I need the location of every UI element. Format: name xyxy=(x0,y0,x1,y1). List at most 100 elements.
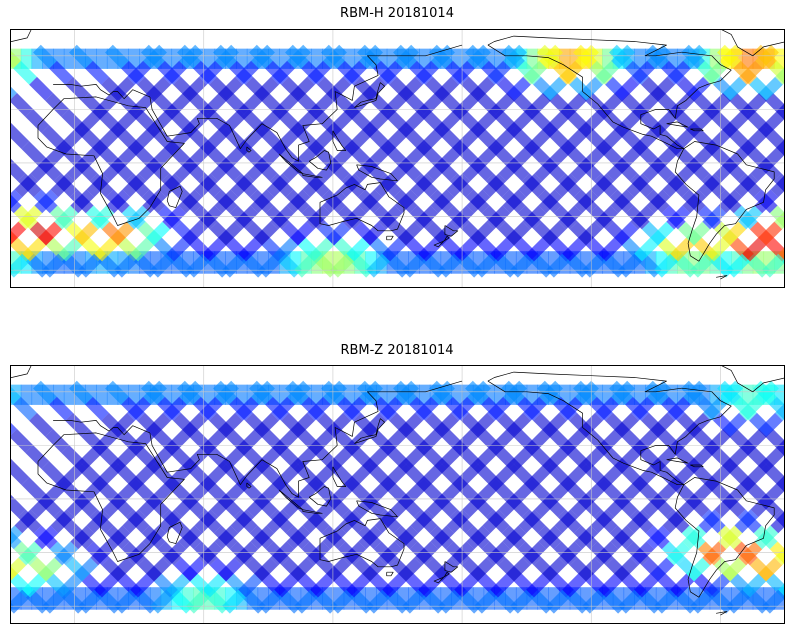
swath-track xyxy=(94,428,119,453)
swath-track xyxy=(506,412,531,437)
swath-track xyxy=(10,221,27,246)
swath-track xyxy=(694,477,719,502)
swath-track xyxy=(758,412,783,437)
swath-cell xyxy=(494,384,506,405)
swath-track xyxy=(418,92,443,117)
data-layer xyxy=(10,380,785,614)
swath-track xyxy=(379,60,403,85)
swath-track xyxy=(10,253,30,278)
swath-track xyxy=(134,125,159,149)
coastline xyxy=(433,235,450,248)
coastline xyxy=(356,500,398,518)
swath-track xyxy=(194,509,219,534)
swath-track xyxy=(402,109,427,133)
swath-cell xyxy=(354,48,366,69)
swath-cell xyxy=(709,48,722,69)
swath-track xyxy=(114,253,138,278)
swath-track xyxy=(10,529,22,550)
swath-track xyxy=(394,525,419,550)
map-frame xyxy=(10,365,785,624)
swath-track xyxy=(523,396,547,421)
swath-track xyxy=(686,221,711,246)
swath-track xyxy=(602,253,626,278)
swath-track xyxy=(534,157,559,182)
swath-cell xyxy=(569,48,582,69)
swath-track xyxy=(682,525,707,550)
swath-track xyxy=(522,205,547,230)
coastline xyxy=(53,420,151,436)
swath-track xyxy=(726,589,750,614)
coastline xyxy=(278,489,304,511)
swath-track xyxy=(66,157,91,182)
swath-track xyxy=(354,493,379,518)
coastline xyxy=(319,518,405,568)
swath-track xyxy=(578,557,603,582)
swath-cell xyxy=(42,251,54,274)
swath-track xyxy=(110,412,135,437)
swath-track xyxy=(114,445,139,469)
swath-track xyxy=(302,509,327,534)
swath-track xyxy=(610,525,635,550)
swath-track xyxy=(431,44,455,69)
swath-track xyxy=(494,461,519,485)
swath-track xyxy=(598,92,623,117)
swath-track xyxy=(386,125,411,149)
swath-track xyxy=(262,477,287,502)
swath-track xyxy=(458,125,483,149)
swath-track xyxy=(454,573,479,598)
swath-track xyxy=(350,589,374,614)
coastline xyxy=(487,380,684,486)
swath-track xyxy=(130,92,155,117)
swath-track xyxy=(554,509,579,534)
swath-track xyxy=(214,525,239,550)
swath-track xyxy=(503,44,527,69)
swath-track xyxy=(366,109,391,133)
swath-track xyxy=(542,221,567,246)
swath-track xyxy=(362,221,387,246)
swath-track xyxy=(470,221,495,246)
swath-track xyxy=(550,141,575,166)
swath-track xyxy=(451,60,475,85)
swath-track xyxy=(670,428,695,453)
swath-cell xyxy=(386,384,399,405)
swath-track xyxy=(206,461,231,485)
swath-track xyxy=(734,173,759,198)
swath-cell xyxy=(42,587,54,610)
swath-track xyxy=(274,237,299,262)
swath-track xyxy=(602,589,626,614)
swath-track xyxy=(154,141,179,166)
swath-track xyxy=(126,205,151,230)
swath-cell xyxy=(203,48,216,69)
swath-track xyxy=(150,253,174,278)
swath-track xyxy=(602,125,627,149)
swath-track xyxy=(218,557,243,582)
swath-cell xyxy=(580,587,592,610)
swath-track xyxy=(274,92,299,117)
swath-track xyxy=(594,205,619,230)
swath-cell xyxy=(526,384,539,405)
swath-track xyxy=(690,589,714,614)
swath-track xyxy=(58,573,83,598)
swath-track xyxy=(566,589,590,614)
swath-track xyxy=(362,557,387,582)
coastline xyxy=(386,571,394,577)
swath-track xyxy=(314,461,339,485)
swath-track xyxy=(246,157,271,182)
swath-track xyxy=(25,109,50,133)
swath-track xyxy=(50,173,75,198)
swath-track xyxy=(422,253,446,278)
swath-track xyxy=(21,477,46,502)
swath-track xyxy=(530,125,555,149)
swath-track xyxy=(502,189,527,214)
swath-cell xyxy=(268,48,280,69)
swath-track xyxy=(467,44,491,69)
swath-track xyxy=(49,396,73,421)
swath-track xyxy=(359,380,383,405)
swath-track xyxy=(526,428,551,453)
swath-track xyxy=(110,76,135,101)
swath-track xyxy=(626,509,651,534)
swath-cell xyxy=(279,48,291,69)
swath-track xyxy=(714,157,739,182)
swath-track xyxy=(755,44,779,69)
swath-track xyxy=(294,589,318,614)
